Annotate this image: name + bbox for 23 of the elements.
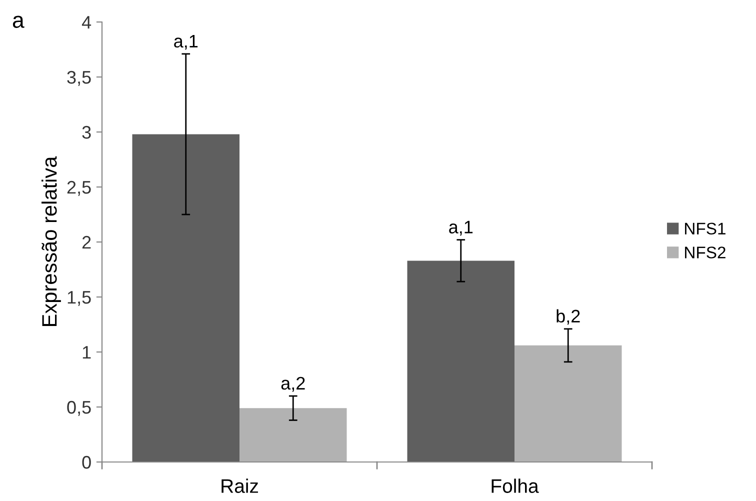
- y-tick-label: 2,5: [67, 180, 91, 196]
- y-tick-label: 2: [82, 236, 91, 249]
- y-axis-title: Expressão relativa: [42, 156, 61, 326]
- legend-label: NFS1: [685, 222, 726, 235]
- legend-label: NFS2: [685, 246, 726, 258]
- y-tick-label: 0: [82, 456, 91, 469]
- y-tick-label: 1: [82, 346, 91, 359]
- bar: [132, 134, 240, 462]
- x-tick-label: Folha: [492, 478, 539, 493]
- text: a: [12, 16, 24, 28]
- y-tick-label: 1,5: [68, 291, 91, 306]
- bar: [407, 260, 514, 462]
- bar: [240, 408, 347, 462]
- y-tick-label: 3,5: [67, 70, 91, 86]
- y-tick-label: 4: [82, 16, 92, 29]
- annotation: a,2: [281, 376, 305, 392]
- annotation: a,1: [449, 220, 473, 236]
- x-tick-label: Raiz: [222, 478, 258, 493]
- y-tick-label: 0,5: [67, 400, 91, 416]
- y-tick-label: 3: [82, 126, 91, 139]
- bar: [514, 345, 622, 462]
- annotation: b,2: [556, 309, 580, 325]
- annotation: a,1: [174, 34, 198, 50]
